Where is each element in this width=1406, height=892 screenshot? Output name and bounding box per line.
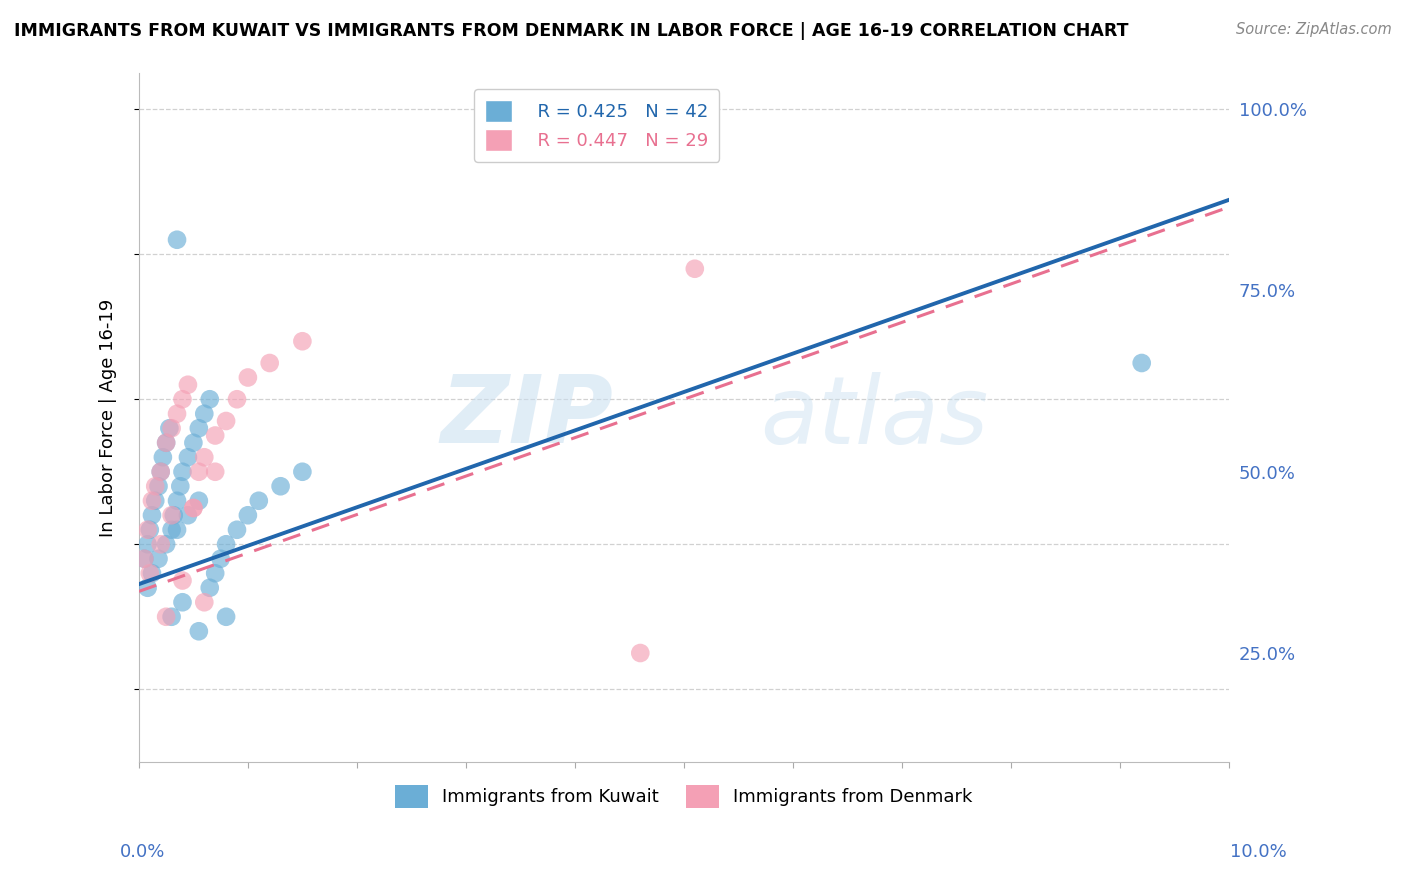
Point	[198, 392, 221, 407]
Point	[166, 233, 188, 247]
Point	[215, 609, 238, 624]
Point	[157, 421, 180, 435]
Point	[204, 428, 226, 442]
Point	[187, 465, 209, 479]
Point	[141, 566, 163, 581]
Point	[628, 646, 651, 660]
Point	[204, 566, 226, 581]
Point	[148, 551, 170, 566]
Text: 10.0%: 10.0%	[1230, 843, 1286, 861]
Point	[143, 493, 166, 508]
Point	[209, 551, 232, 566]
Point	[155, 609, 177, 624]
Point	[193, 407, 215, 421]
Point	[149, 465, 172, 479]
Point	[236, 508, 259, 523]
Text: 0.0%: 0.0%	[120, 843, 165, 861]
Point	[141, 493, 163, 508]
Point	[291, 465, 314, 479]
Point	[259, 356, 281, 370]
Point	[193, 450, 215, 465]
Point	[149, 537, 172, 551]
Point	[172, 595, 194, 609]
Point	[177, 450, 200, 465]
Text: atlas: atlas	[761, 372, 988, 463]
Text: Source: ZipAtlas.com: Source: ZipAtlas.com	[1236, 22, 1392, 37]
Legend: Immigrants from Kuwait, Immigrants from Denmark: Immigrants from Kuwait, Immigrants from …	[388, 778, 980, 814]
Point	[183, 435, 205, 450]
Point	[134, 551, 156, 566]
Y-axis label: In Labor Force | Age 16-19: In Labor Force | Age 16-19	[100, 298, 117, 536]
Point	[226, 392, 249, 407]
Point	[172, 465, 194, 479]
Point	[160, 508, 183, 523]
Point	[136, 523, 159, 537]
Point	[166, 493, 188, 508]
Point	[193, 595, 215, 609]
Point	[136, 581, 159, 595]
Point	[152, 450, 174, 465]
Point	[187, 493, 209, 508]
Point	[155, 435, 177, 450]
Point	[172, 392, 194, 407]
Point	[136, 537, 159, 551]
Point	[1130, 356, 1153, 370]
Point	[183, 501, 205, 516]
Point	[155, 435, 177, 450]
Point	[187, 624, 209, 639]
Point	[155, 537, 177, 551]
Point	[141, 508, 163, 523]
Point	[139, 566, 162, 581]
Point	[683, 261, 706, 276]
Point	[270, 479, 292, 493]
Point	[204, 465, 226, 479]
Point	[149, 465, 172, 479]
Point	[177, 377, 200, 392]
Point	[160, 609, 183, 624]
Point	[166, 407, 188, 421]
Point	[169, 479, 191, 493]
Point	[134, 551, 156, 566]
Point	[143, 479, 166, 493]
Point	[187, 421, 209, 435]
Point	[172, 574, 194, 588]
Point	[139, 523, 162, 537]
Point	[177, 508, 200, 523]
Point	[291, 334, 314, 349]
Point	[198, 581, 221, 595]
Point	[160, 421, 183, 435]
Point	[247, 493, 270, 508]
Point	[215, 414, 238, 428]
Text: IMMIGRANTS FROM KUWAIT VS IMMIGRANTS FROM DENMARK IN LABOR FORCE | AGE 16-19 COR: IMMIGRANTS FROM KUWAIT VS IMMIGRANTS FRO…	[14, 22, 1129, 40]
Point	[215, 537, 238, 551]
Point	[166, 523, 188, 537]
Point	[236, 370, 259, 384]
Point	[148, 479, 170, 493]
Text: ZIP: ZIP	[440, 371, 613, 463]
Point	[183, 501, 205, 516]
Point	[163, 508, 186, 523]
Point	[160, 523, 183, 537]
Point	[226, 523, 249, 537]
